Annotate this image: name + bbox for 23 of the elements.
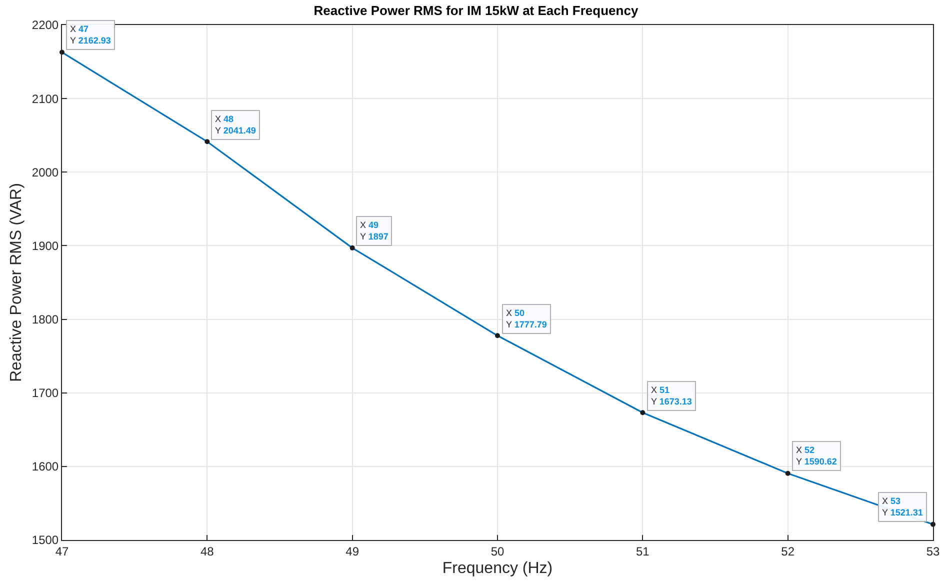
y-tick-label: 1900 — [32, 238, 59, 253]
annotation: X 51 Y 1673.13 — [651, 385, 692, 407]
annotation: X 53 Y 1521.31 — [882, 496, 923, 518]
y-tick-label: 1800 — [32, 312, 59, 326]
annotation: X 47 Y 2162.93 — [70, 24, 111, 46]
x-axis-title: Frequency (Hz) — [442, 560, 553, 578]
x-tick-label: 50 — [490, 544, 504, 558]
y-axis-title: Reactive Power RMS (VAR) — [8, 183, 25, 382]
x-tick-label: 49 — [346, 544, 360, 558]
y-tick-label: 1600 — [32, 460, 59, 474]
chart-title: Reactive Power RMS for IM 15kW at Each Frequency — [314, 2, 639, 18]
annotation: X 52 Y 1590.62 — [796, 445, 837, 467]
x-tick-label: 48 — [200, 544, 214, 558]
y-tick-label: 2000 — [32, 165, 59, 180]
x-tick-label: 51 — [636, 544, 650, 558]
annotation: X 48 Y 2041.49 — [215, 114, 256, 136]
x-tick-label: 52 — [781, 544, 795, 558]
y-tick-label: 2100 — [32, 92, 59, 106]
annotation: X 49 Y 1897 — [360, 220, 388, 242]
x-tick-label: 53 — [926, 544, 940, 558]
y-tick-label: 2200 — [32, 18, 59, 32]
y-tick-label: 1700 — [32, 386, 59, 400]
annotation: X 50 Y 1777.79 — [506, 308, 547, 330]
